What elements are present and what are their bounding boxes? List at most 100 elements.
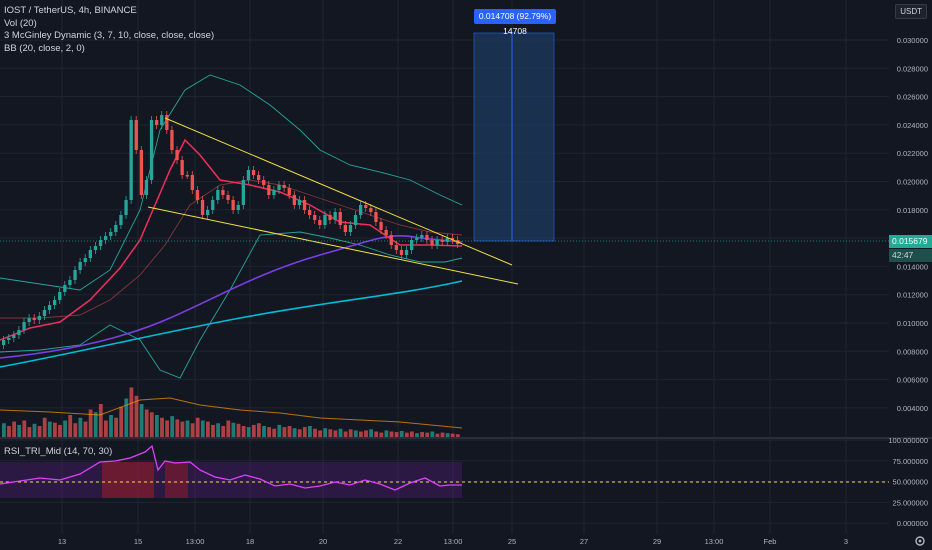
volume-bar xyxy=(318,430,322,437)
candle-body xyxy=(333,212,337,220)
volume-bar xyxy=(2,423,6,437)
candle-body xyxy=(32,318,36,320)
candle-body xyxy=(124,200,128,215)
volume-bar xyxy=(404,432,409,437)
candle-body xyxy=(420,235,424,238)
candle-body xyxy=(272,190,276,195)
candle-body xyxy=(246,170,251,180)
volume-bar xyxy=(297,429,302,437)
rsi-tick-label: 100.000000 xyxy=(888,436,928,445)
volume-bar xyxy=(374,431,379,437)
candle-body xyxy=(302,200,307,210)
volume-bar xyxy=(262,426,266,437)
target-zone[interactable] xyxy=(473,32,555,242)
rsi-indicator-label[interactable]: RSI_TRI_Mid (14, 70, 30) xyxy=(4,446,113,457)
volume-bar xyxy=(37,426,42,437)
volume-bar xyxy=(104,420,108,437)
time-tick-label: 25 xyxy=(508,537,516,546)
ma-cyan xyxy=(0,280,463,368)
candle-body xyxy=(27,318,31,322)
candle-body xyxy=(435,240,439,245)
time-tick-label: 13 xyxy=(58,537,66,546)
gear-icon[interactable] xyxy=(915,536,925,546)
price-tick-label: 0.026000 xyxy=(897,93,928,102)
mcginley-indicator-label[interactable]: 3 McGinley Dynamic (3, 7, 10, close, clo… xyxy=(4,30,215,41)
candle-body xyxy=(338,212,342,225)
candle-body xyxy=(53,300,57,305)
rsi-tick-label: 75.000000 xyxy=(893,457,928,466)
volume-bar xyxy=(257,423,261,437)
candle-body xyxy=(190,175,194,190)
volume-bar xyxy=(78,417,83,437)
countdown-tag: 42:47 xyxy=(889,249,932,262)
volume-bar xyxy=(216,423,220,437)
candle-body xyxy=(323,215,327,225)
volume-bar xyxy=(195,417,200,437)
volume-bar xyxy=(180,421,185,437)
price-tick-label: 0.018000 xyxy=(897,206,928,215)
candle-body xyxy=(262,180,266,185)
volume-bar xyxy=(134,395,139,437)
candle-body xyxy=(17,330,21,335)
time-tick-label: 18 xyxy=(246,537,254,546)
volume-bar xyxy=(139,404,144,437)
bb-indicator-label[interactable]: BB (20, close, 2, 0) xyxy=(4,42,85,54)
volume-bar xyxy=(185,420,190,437)
volume-bar xyxy=(170,416,175,437)
volume-bar xyxy=(338,428,343,437)
volume-bar xyxy=(420,432,424,437)
currency-button[interactable]: USDT xyxy=(895,4,927,19)
position-label[interactable]: 0.014708 (92.79%) 14708 xyxy=(474,9,556,36)
volume-bar xyxy=(119,406,124,437)
volume-bar xyxy=(430,431,435,437)
volume-bar xyxy=(226,420,231,437)
candle-body xyxy=(313,215,317,220)
volume-bar xyxy=(455,434,460,437)
candle-body xyxy=(282,185,286,188)
volume-bar xyxy=(109,415,113,437)
time-axis[interactable]: 13 15 13:00 18 20 22 13:00 25 27 29 13:00 Feb 3 xyxy=(58,537,848,546)
volume-bar xyxy=(155,415,159,437)
candle-body xyxy=(415,238,419,240)
candle-body xyxy=(384,230,388,235)
volume-bar xyxy=(144,409,149,437)
candle-body xyxy=(139,150,143,195)
candle-body xyxy=(58,292,62,300)
volume-bar xyxy=(165,420,169,437)
candle-body xyxy=(73,270,77,280)
volume-bar xyxy=(379,432,384,437)
volume-bar xyxy=(160,417,164,437)
volume-bar xyxy=(308,426,312,437)
candle-body xyxy=(114,225,118,232)
candle-body xyxy=(394,245,398,250)
price-tick-label: 0.006000 xyxy=(897,376,928,385)
candle-body xyxy=(200,200,205,215)
price-axis[interactable]: 0.030000 0.028000 0.026000 0.024000 0.022000… xyxy=(897,36,928,413)
volume-bar xyxy=(236,423,241,437)
candle-body xyxy=(425,235,429,240)
candle-body xyxy=(98,240,103,246)
candle-body xyxy=(180,160,184,175)
volume-bar xyxy=(364,430,368,437)
candle-body xyxy=(68,280,72,285)
candle-body xyxy=(374,212,378,222)
candle-body xyxy=(78,262,82,270)
volume-bar xyxy=(333,430,338,437)
volume-bar xyxy=(267,427,271,437)
candle-body xyxy=(83,258,87,262)
volume-bar xyxy=(450,433,455,437)
volume-bar xyxy=(389,431,394,437)
rsi-axis[interactable]: 100.000000 75.000000 50.000000 25.000000 0.0… xyxy=(888,436,928,528)
vol-indicator-label[interactable]: Vol (20) xyxy=(4,17,37,29)
symbol-title[interactable]: IOST / TetherUS, 4h, BINANCE xyxy=(4,5,137,16)
candle-body xyxy=(297,200,302,205)
bb-lower xyxy=(0,231,463,379)
volume-bar xyxy=(63,420,67,437)
volume-bar xyxy=(359,431,363,437)
wedge-lower-trendline[interactable] xyxy=(147,206,519,285)
candle-body xyxy=(42,310,47,316)
wedge-upper-trendline[interactable] xyxy=(164,117,513,266)
candle-body xyxy=(231,200,235,210)
volume-bar xyxy=(323,428,328,437)
